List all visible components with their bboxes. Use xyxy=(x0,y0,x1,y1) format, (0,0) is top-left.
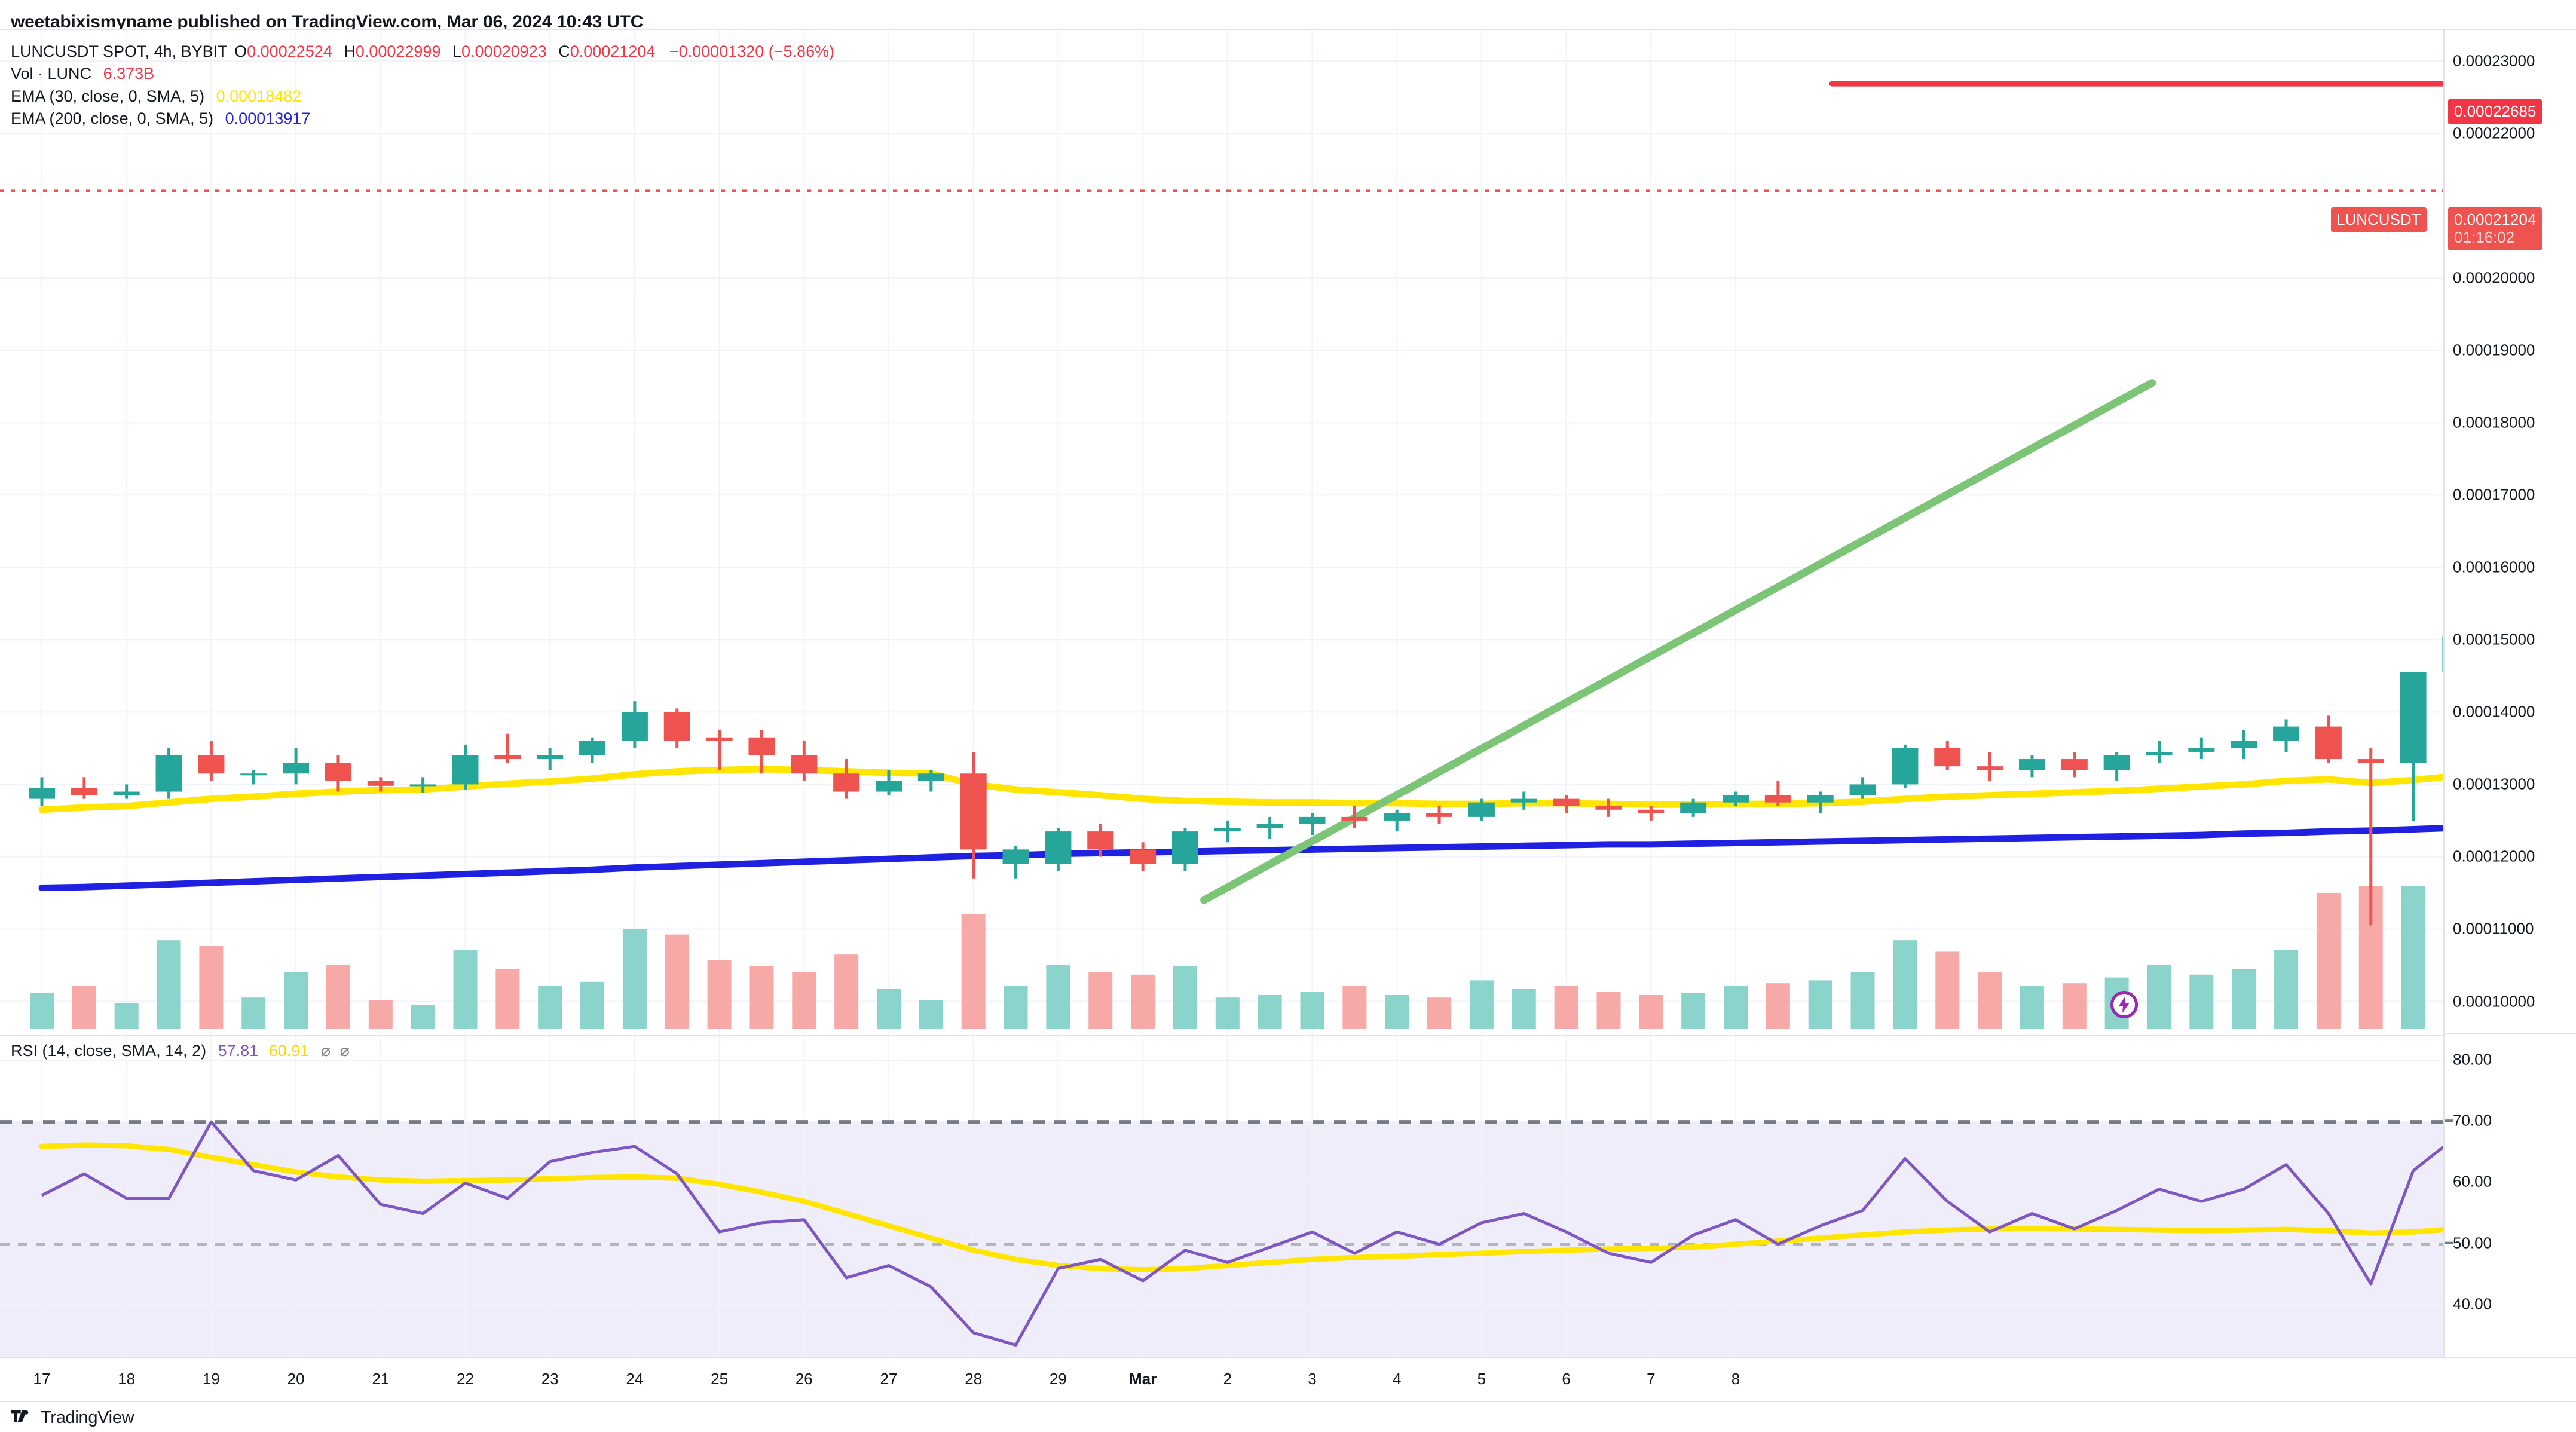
resistance-price-value: 0.00022685 xyxy=(2454,102,2537,121)
countdown-timer: 01:16:02 xyxy=(2454,228,2515,246)
volume-row: Vol · LUNC 6.373B xyxy=(11,65,834,82)
rsi-legend-row: RSI (14, close, SMA, 14, 2) 57.81 60.91 … xyxy=(11,1042,350,1059)
ema200-value: 0.00013917 xyxy=(225,109,311,128)
ema200-label[interactable]: EMA (200, close, 0, SMA, 5) xyxy=(11,109,214,128)
close-label: C xyxy=(558,42,570,60)
time-axis-tick: 4 xyxy=(1392,1370,1402,1388)
ema200-row: EMA (200, close, 0, SMA, 5) 0.00013917 xyxy=(11,110,834,127)
price-legend[interactable]: LUNCUSDT SPOT, 4h, BYBIT O0.00022524 H0.… xyxy=(11,43,834,132)
low-value: 0.00020923 xyxy=(461,42,547,60)
time-axis-tick: 5 xyxy=(1477,1370,1486,1388)
time-axis-tick: 22 xyxy=(457,1370,474,1388)
price-axis-tick: 0.00014000 xyxy=(2453,702,2535,721)
symbol-price-tag[interactable]: LUNCUSDT xyxy=(2331,207,2427,232)
ema30-row: EMA (30, close, 0, SMA, 5) 0.00018482 xyxy=(11,88,834,105)
rsi-empty-2-icon: ⌀ xyxy=(339,1042,350,1060)
ema30-value: 0.00018482 xyxy=(216,87,302,105)
price-axis-tick: 0.00022000 xyxy=(2453,124,2535,142)
lightning-glyph xyxy=(2118,996,2130,1013)
time-axis-tick: 6 xyxy=(1562,1370,1571,1388)
rsi-empty-1-icon: ⌀ xyxy=(320,1042,331,1060)
price-axis-tick: 0.00018000 xyxy=(2453,413,2535,432)
time-axis-tick: 29 xyxy=(1049,1370,1067,1388)
rsi-axis-tick: 40.00 xyxy=(2453,1295,2492,1313)
last-price-value: 0.00021204 xyxy=(2454,210,2537,229)
price-axis-tick: 0.00023000 xyxy=(2453,51,2535,70)
time-axis-tick: 17 xyxy=(33,1370,51,1388)
tradingview-logo-icon xyxy=(11,1410,29,1422)
time-axis-tick: 28 xyxy=(965,1370,983,1388)
time-axis-tick: 8 xyxy=(1731,1370,1740,1388)
low-label: L xyxy=(452,42,462,60)
open-label: O xyxy=(234,42,247,60)
lightning-bolt-icon[interactable] xyxy=(2110,991,2138,1018)
high-label: H xyxy=(344,42,356,60)
price-chart-canvas xyxy=(0,30,2443,1034)
price-axis-tick: 0.00016000 xyxy=(2453,558,2535,576)
attribution-text: weetabixismyname published on TradingVie… xyxy=(11,12,644,32)
axis-separator xyxy=(2443,1033,2576,1034)
volume-value: 6.373B xyxy=(103,65,155,83)
rsi-chart-canvas xyxy=(0,1036,2443,1387)
price-axis-tick: 0.00019000 xyxy=(2453,341,2535,359)
close-value: 0.00021204 xyxy=(570,42,656,60)
resistance-price-badge[interactable]: 0.00022685 xyxy=(2448,99,2543,125)
brand-name: TradingView xyxy=(41,1408,134,1427)
price-axis-tick: 0.00012000 xyxy=(2453,847,2535,865)
rsi-pane[interactable] xyxy=(0,1035,2443,1387)
time-axis-tick: 25 xyxy=(711,1370,729,1388)
rsi-axis-tick: 60.00 xyxy=(2453,1172,2492,1191)
price-axis-tick: 0.00010000 xyxy=(2453,992,2535,1011)
rsi-axis-tick: 80.00 xyxy=(2453,1050,2492,1069)
time-axis-tick: 23 xyxy=(541,1370,559,1388)
rsi-axis-tick: 50.00 xyxy=(2453,1234,2492,1252)
ema30-label[interactable]: EMA (30, close, 0, SMA, 5) xyxy=(11,87,205,105)
price-axis-tick: 0.00015000 xyxy=(2453,630,2535,648)
rsi-legend[interactable]: RSI (14, close, SMA, 14, 2) 57.81 60.91 … xyxy=(11,1042,350,1064)
time-axis-tick: 7 xyxy=(1647,1370,1656,1388)
time-axis-tick: 3 xyxy=(1308,1370,1317,1388)
rsi-title[interactable]: RSI (14, close, SMA, 14, 2) xyxy=(11,1042,207,1060)
open-value: 0.00022524 xyxy=(247,42,332,60)
change-value: −0.00001320 (−5.86%) xyxy=(669,42,835,60)
time-axis-tick: 26 xyxy=(795,1370,813,1388)
time-axis-tick: Mar xyxy=(1128,1370,1157,1388)
rsi-value: 57.81 xyxy=(218,1042,259,1060)
price-axis-tick: 0.00013000 xyxy=(2453,775,2535,793)
time-axis[interactable]: 17 18 19 20 21 22 23 24 25 26 27 28 29 Mar 2 3 4 5 6 7 8 xyxy=(0,1357,2576,1402)
price-axis-tick: 0.00017000 xyxy=(2453,485,2535,504)
time-axis-tick: 20 xyxy=(287,1370,305,1388)
rsi-axis-tick: 70.00 xyxy=(2453,1111,2492,1130)
time-axis-tick: 18 xyxy=(118,1370,136,1388)
time-axis-tick: 24 xyxy=(626,1370,644,1388)
time-axis-tick: 27 xyxy=(880,1370,898,1388)
brand-footer: TradingView xyxy=(11,1408,134,1428)
high-value: 0.00022999 xyxy=(355,42,441,60)
chart-frame: LUNCUSDT SPOT, 4h, BYBIT O0.00022524 H0.… xyxy=(0,29,2576,1387)
symbol-tag-label: LUNCUSDT xyxy=(2336,210,2421,229)
price-axis-tick: 0.00020000 xyxy=(2453,268,2535,287)
volume-label[interactable]: Vol · LUNC xyxy=(11,65,92,83)
time-axis-tick: 2 xyxy=(1223,1370,1232,1388)
time-axis-tick: 19 xyxy=(202,1370,220,1388)
rsi-sma-value: 60.91 xyxy=(268,1042,310,1060)
time-axis-tick: 21 xyxy=(372,1370,390,1388)
symbol-ohlc-row: LUNCUSDT SPOT, 4h, BYBIT O0.00022524 H0.… xyxy=(11,43,834,60)
symbol-label[interactable]: LUNCUSDT SPOT, 4h, BYBIT xyxy=(11,42,228,60)
price-axis-tick: 0.00011000 xyxy=(2453,919,2534,938)
price-pane[interactable] xyxy=(0,30,2443,1034)
last-price-badge[interactable]: 0.00021204 01:16:02 xyxy=(2448,207,2543,250)
